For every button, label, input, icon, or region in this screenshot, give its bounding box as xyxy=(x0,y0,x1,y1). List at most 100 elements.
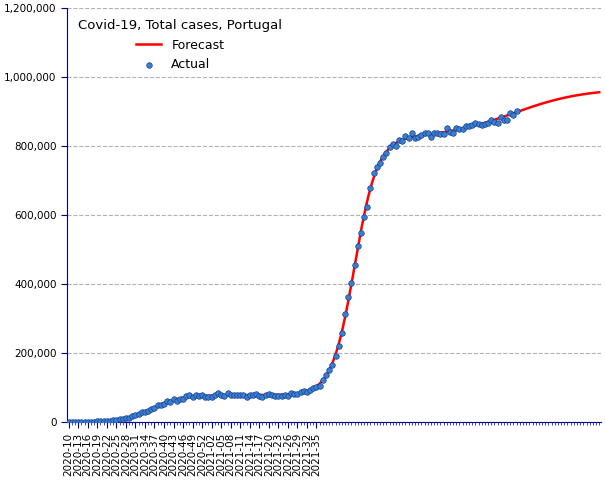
Actual xyxy=(296,388,306,396)
Actual xyxy=(436,130,445,138)
Actual xyxy=(111,416,121,424)
Actual xyxy=(340,311,350,318)
Actual xyxy=(270,392,280,400)
Actual xyxy=(194,393,204,400)
Actual xyxy=(210,391,220,399)
Actual xyxy=(283,392,293,399)
Actual xyxy=(413,133,423,141)
Actual xyxy=(420,129,430,136)
Actual xyxy=(258,393,267,401)
Actual xyxy=(178,395,188,403)
Actual xyxy=(404,134,413,142)
Actual xyxy=(245,391,255,398)
Actual xyxy=(445,128,455,136)
Actual xyxy=(242,393,252,400)
Actual xyxy=(369,169,379,177)
Actual xyxy=(248,391,258,399)
Actual xyxy=(229,391,239,399)
Actual xyxy=(302,388,312,396)
Actual xyxy=(124,414,134,421)
Actual xyxy=(251,390,261,397)
Actual xyxy=(86,418,96,425)
Actual xyxy=(353,242,362,250)
Actual xyxy=(149,405,159,412)
Actual xyxy=(324,366,334,374)
Actual xyxy=(73,418,83,426)
Actual xyxy=(299,387,309,395)
Actual xyxy=(442,124,451,132)
Actual xyxy=(162,397,172,405)
Actual xyxy=(276,392,286,400)
Forecast xyxy=(595,89,603,95)
Actual xyxy=(226,391,235,399)
Actual xyxy=(505,109,515,117)
Actual xyxy=(391,143,401,150)
Actual xyxy=(172,397,182,405)
Actual xyxy=(293,390,302,397)
Actual xyxy=(337,329,347,337)
Actual xyxy=(146,405,156,413)
Actual xyxy=(273,392,283,400)
Actual xyxy=(99,417,108,425)
Actual xyxy=(153,401,163,409)
Actual xyxy=(280,391,290,399)
Actual xyxy=(306,386,315,394)
Actual xyxy=(77,418,87,426)
Actual xyxy=(204,394,214,401)
Actual xyxy=(264,390,273,398)
Actual xyxy=(416,131,426,139)
Actual xyxy=(217,391,226,399)
Actual xyxy=(289,390,299,398)
Actual xyxy=(105,417,115,424)
Actual xyxy=(372,163,382,171)
Actual xyxy=(458,125,468,132)
Actual xyxy=(407,130,417,137)
Forecast xyxy=(317,380,324,385)
Actual xyxy=(331,352,341,360)
Actual xyxy=(315,382,324,390)
Actual xyxy=(318,376,328,384)
Actual xyxy=(128,412,137,420)
Actual xyxy=(388,141,397,148)
Actual xyxy=(362,204,372,211)
Actual xyxy=(134,410,143,418)
Actual xyxy=(347,279,356,287)
Actual xyxy=(410,134,420,142)
Actual xyxy=(83,418,93,426)
Actual xyxy=(480,120,489,128)
Actual xyxy=(382,150,391,157)
Actual xyxy=(137,408,146,416)
Actual xyxy=(102,417,112,425)
Actual xyxy=(80,418,90,426)
Actual xyxy=(267,392,277,399)
Actual xyxy=(169,396,178,403)
Actual xyxy=(509,111,518,119)
Actual xyxy=(238,392,248,399)
Actual xyxy=(385,144,394,151)
Actual xyxy=(220,392,229,400)
Actual xyxy=(429,130,439,137)
Actual xyxy=(96,418,105,425)
Actual xyxy=(191,392,201,399)
Actual xyxy=(496,114,506,121)
Forecast xyxy=(320,376,327,382)
Actual xyxy=(467,121,477,129)
Actual xyxy=(448,129,458,136)
Actual xyxy=(394,136,404,144)
Actual xyxy=(159,400,169,408)
Line: Forecast: Forecast xyxy=(69,92,599,422)
Actual xyxy=(321,371,331,379)
Actual xyxy=(175,395,185,403)
Actual xyxy=(70,418,80,426)
Actual xyxy=(118,415,128,422)
Actual xyxy=(166,398,175,406)
Actual xyxy=(115,416,125,423)
Actual xyxy=(512,107,522,115)
Actual xyxy=(378,153,388,161)
Actual xyxy=(140,408,150,415)
Actual xyxy=(492,120,502,127)
Actual xyxy=(499,116,509,124)
Actual xyxy=(401,132,410,139)
Actual xyxy=(235,392,245,399)
Actual xyxy=(131,411,140,419)
